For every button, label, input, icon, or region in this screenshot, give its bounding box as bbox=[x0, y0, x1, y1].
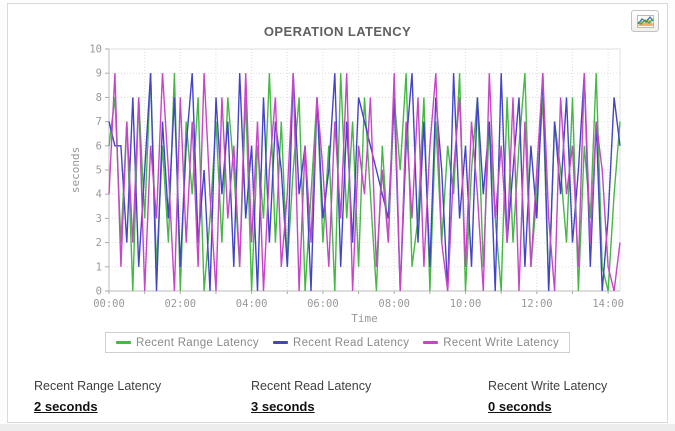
svg-text:6: 6 bbox=[96, 140, 102, 152]
svg-text:04:00: 04:00 bbox=[236, 298, 268, 310]
legend-item-write[interactable]: Recent Write Latency bbox=[423, 337, 559, 349]
page-background-strip bbox=[0, 424, 675, 431]
svg-text:5: 5 bbox=[96, 165, 102, 177]
stat-label: Recent Range Latency bbox=[34, 379, 162, 393]
chart-type-button[interactable] bbox=[631, 10, 659, 32]
svg-text:7: 7 bbox=[96, 116, 102, 128]
svg-text:9: 9 bbox=[96, 68, 102, 80]
svg-text:2: 2 bbox=[96, 237, 102, 249]
svg-text:08:00: 08:00 bbox=[378, 298, 410, 310]
latency-chart: 0 1 2 3 4 5 6 7 8 9 10 00:00 02:00 04:00 06:00 08:00 10:… bbox=[8, 4, 669, 329]
legend-box: Recent Range Latency Recent Read Latency… bbox=[104, 332, 571, 353]
stat-write-latency: Recent Write Latency 0 seconds bbox=[488, 379, 675, 416]
svg-text:0: 0 bbox=[96, 286, 102, 298]
svg-text:06:00: 06:00 bbox=[307, 298, 339, 310]
svg-text:3: 3 bbox=[96, 213, 102, 225]
legend-item-read[interactable]: Recent Read Latency bbox=[272, 336, 410, 349]
svg-text:1: 1 bbox=[96, 261, 102, 273]
stat-value-link[interactable]: 3 seconds bbox=[251, 399, 315, 414]
stat-range-latency: Recent Range Latency 2 seconds bbox=[34, 379, 254, 416]
legend-swatch-range bbox=[115, 341, 131, 344]
legend-swatch-read bbox=[272, 341, 288, 344]
stat-read-latency: Recent Read Latency 3 seconds bbox=[251, 379, 471, 416]
svg-text:10: 10 bbox=[89, 44, 102, 56]
page-title: OPERATION LATENCY bbox=[263, 24, 412, 39]
legend-label-range: Recent Range Latency bbox=[135, 336, 259, 349]
svg-text:8: 8 bbox=[96, 92, 102, 104]
stat-label: Recent Write Latency bbox=[488, 379, 608, 393]
legend-item-range[interactable]: Recent Range Latency bbox=[115, 336, 259, 349]
stat-label: Recent Read Latency bbox=[251, 379, 372, 393]
svg-text:00:00: 00:00 bbox=[93, 298, 125, 310]
stats-row: Recent Range Latency 2 seconds Recent Re… bbox=[8, 379, 667, 421]
svg-text:seconds: seconds bbox=[69, 147, 82, 193]
legend-label-write: Recent Write Latency bbox=[443, 336, 560, 349]
chart-legend: Recent Range Latency Recent Read Latency… bbox=[8, 332, 667, 353]
area-chart-icon bbox=[636, 14, 654, 28]
svg-text:14:00: 14:00 bbox=[592, 298, 624, 310]
svg-text:10:00: 10:00 bbox=[450, 298, 482, 310]
chart-card: OPERATION LATENCY 0 1 2 3 4 5 6 7 8 9 10 00:00 02:00… bbox=[7, 3, 668, 423]
legend-label-read: Recent Read Latency bbox=[292, 336, 410, 349]
svg-text:4: 4 bbox=[96, 189, 102, 201]
stat-value-link[interactable]: 2 seconds bbox=[34, 399, 98, 414]
legend-swatch-write bbox=[423, 341, 439, 344]
svg-text:02:00: 02:00 bbox=[164, 298, 196, 310]
latency-chart-svg: 0 1 2 3 4 5 6 7 8 9 10 00:00 02:00 04:00 06:00 08:00 10:… bbox=[69, 44, 624, 326]
svg-text:Time: Time bbox=[351, 312, 378, 325]
stat-value-link[interactable]: 0 seconds bbox=[488, 399, 552, 414]
svg-text:12:00: 12:00 bbox=[521, 298, 553, 310]
